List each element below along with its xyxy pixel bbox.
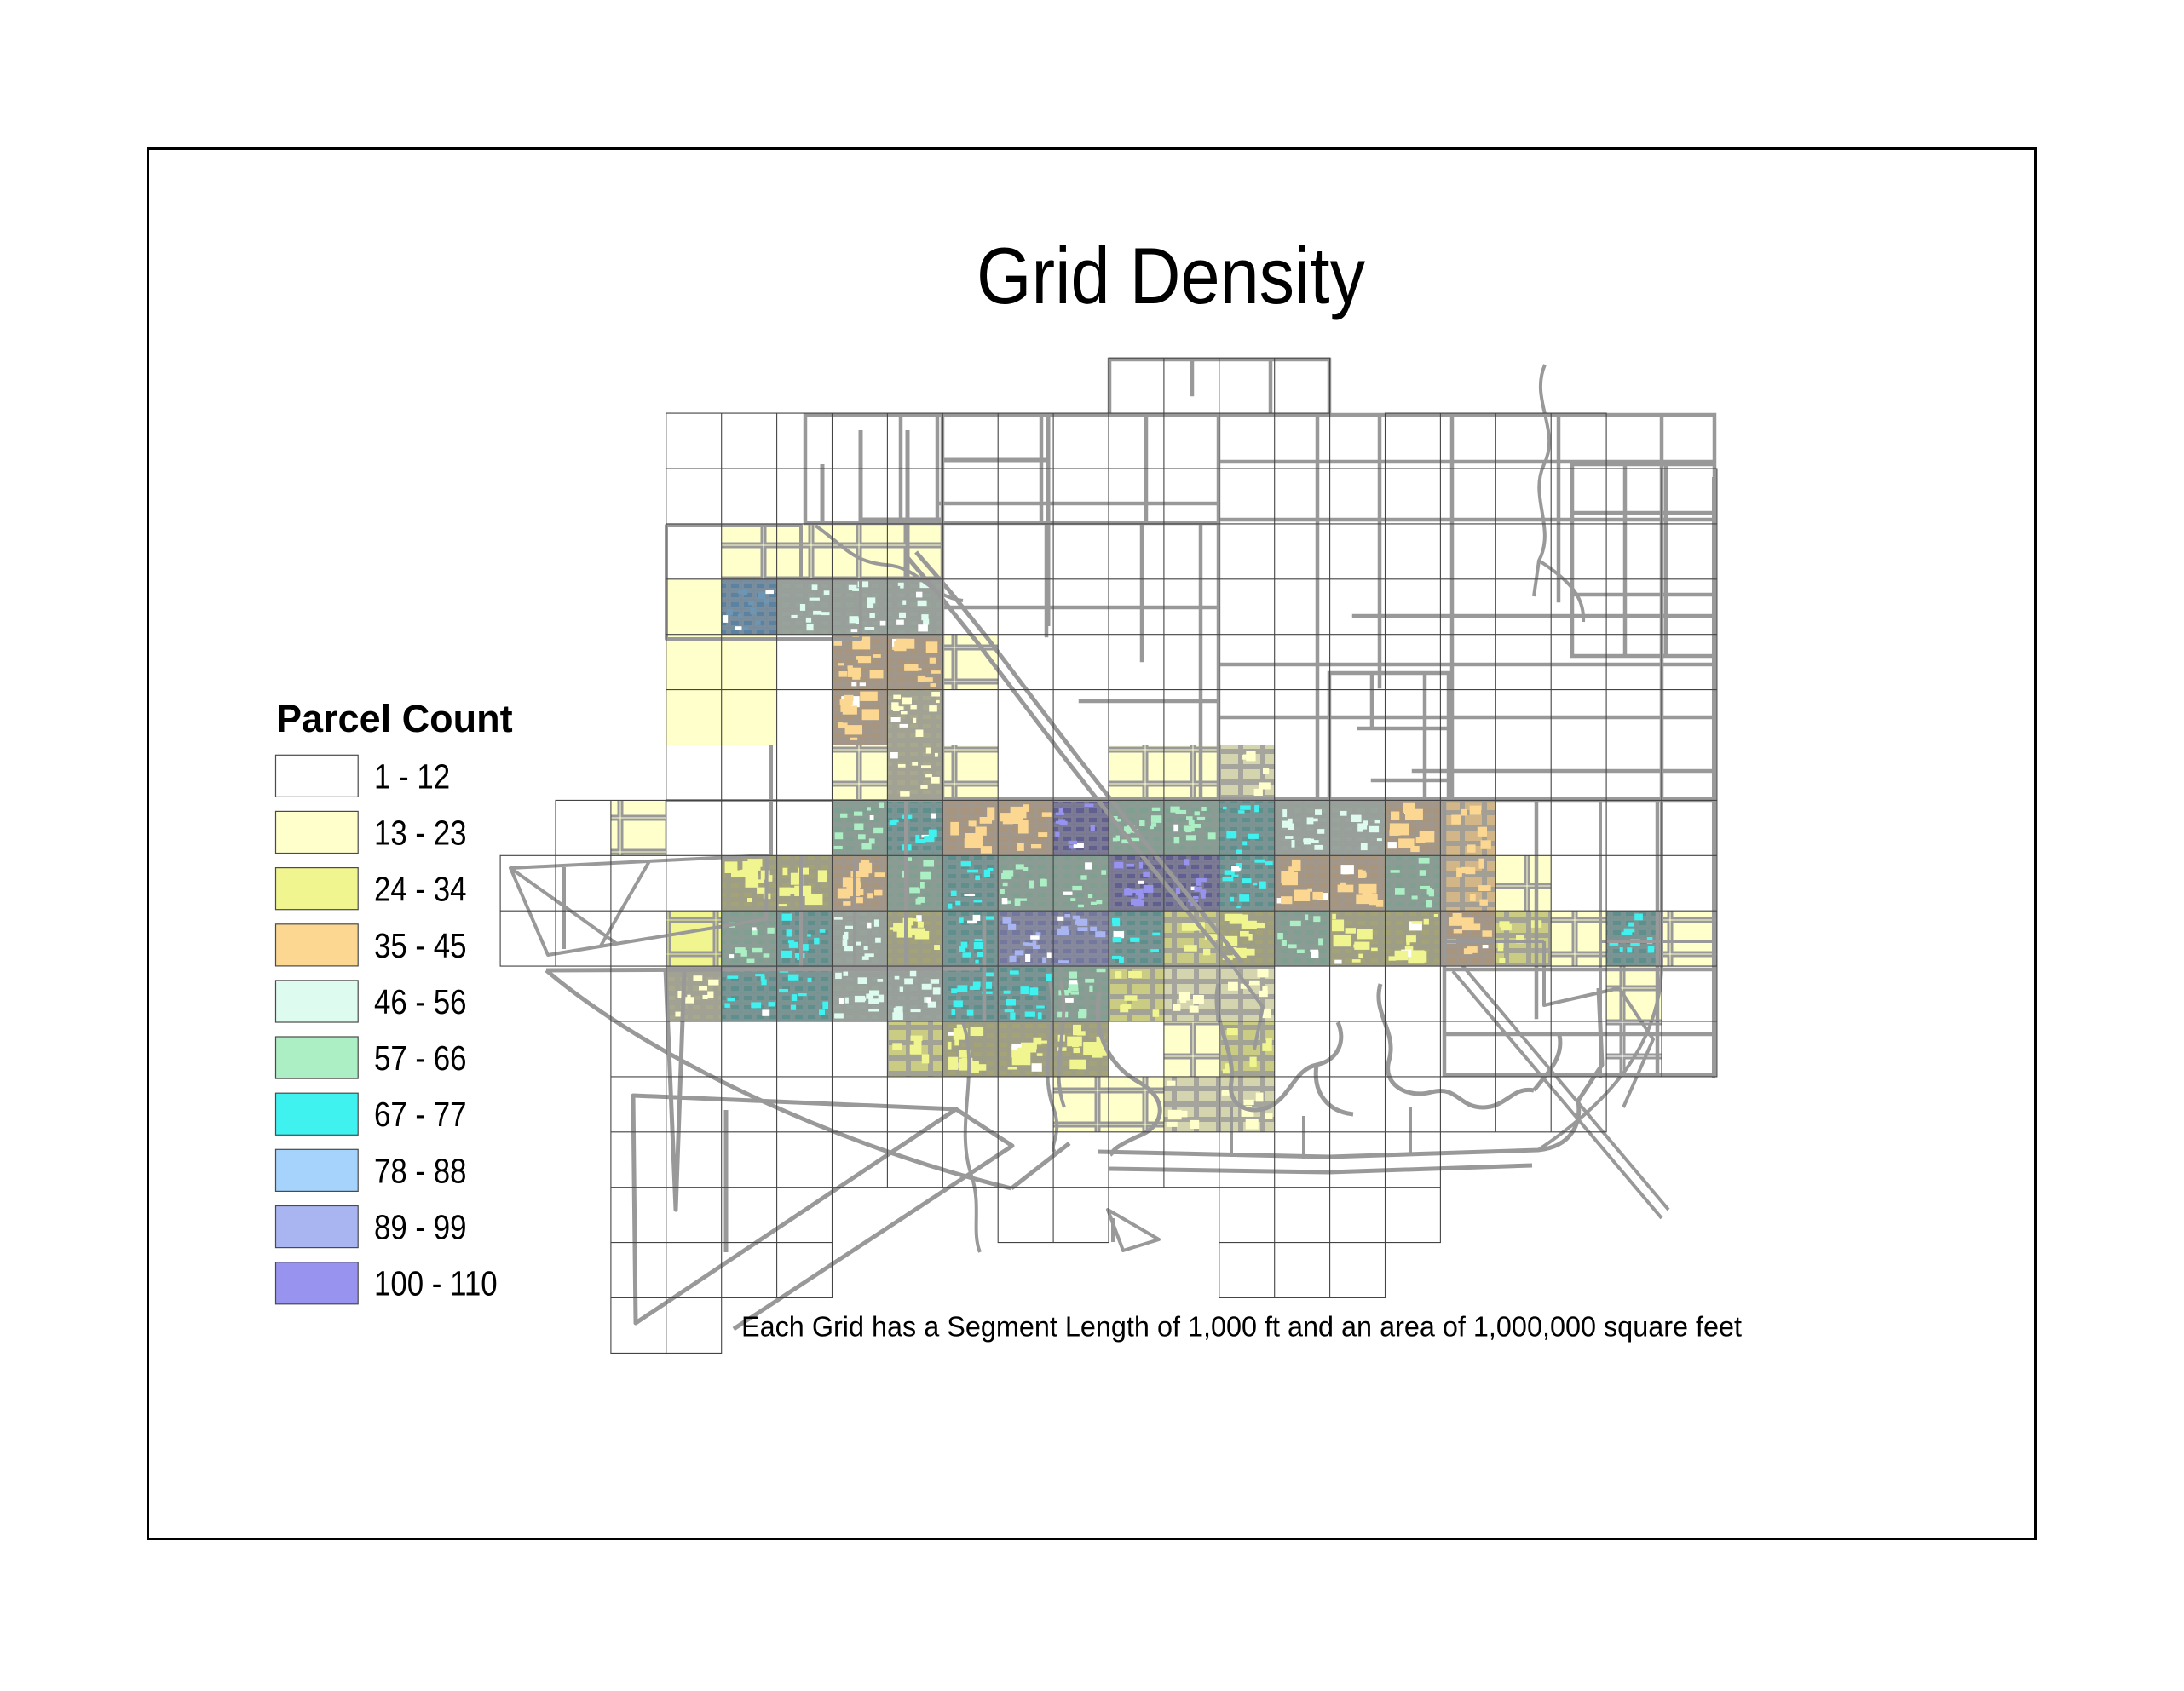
svg-text:46 - 56: 46 - 56	[374, 983, 466, 1021]
svg-text:13 - 23: 13 - 23	[374, 814, 466, 853]
svg-text:24 - 34: 24 - 34	[374, 871, 466, 909]
svg-text:Each Grid has a Segment Length: Each Grid has a Segment Length of 1,000 …	[741, 1310, 1742, 1342]
svg-text:35 - 45: 35 - 45	[374, 927, 466, 965]
svg-text:67 - 77: 67 - 77	[374, 1096, 466, 1135]
svg-text:1 - 12: 1 - 12	[374, 758, 450, 797]
svg-text:89 - 99: 89 - 99	[374, 1209, 466, 1247]
svg-text:100 - 110: 100 - 110	[374, 1265, 498, 1303]
svg-text:Parcel Count: Parcel Count	[276, 697, 513, 740]
svg-text:78 - 88: 78 - 88	[374, 1153, 466, 1191]
svg-text:57 - 66: 57 - 66	[374, 1040, 466, 1078]
svg-text:Grid Density: Grid Density	[977, 231, 1366, 320]
